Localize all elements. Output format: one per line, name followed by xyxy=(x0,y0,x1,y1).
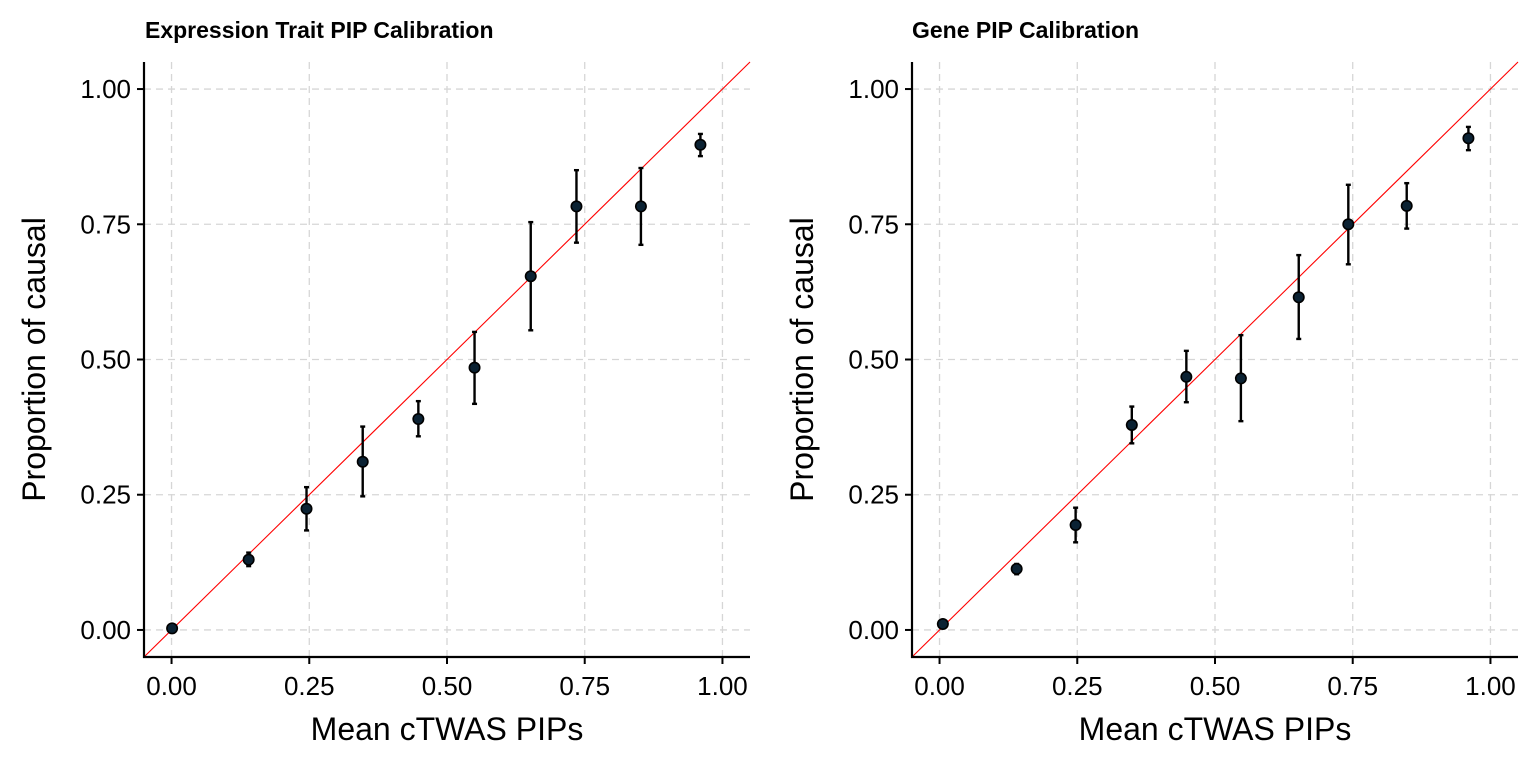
y-tick-label: 0.25 xyxy=(848,480,899,510)
data-point xyxy=(1462,132,1475,145)
y-tick-label: 0.25 xyxy=(80,480,131,510)
y-tick-label: 0.50 xyxy=(80,345,131,375)
data-point xyxy=(1234,372,1247,385)
y-axis-title: Proportion of causal xyxy=(16,217,52,502)
data-point xyxy=(570,200,583,213)
y-tick-label: 0.00 xyxy=(80,615,131,645)
y-tick-label: 0.75 xyxy=(848,209,899,239)
x-axis-title: Mean cTWAS PIPs xyxy=(1079,711,1352,747)
chart-title: Gene PIP Calibration xyxy=(912,17,1139,43)
x-tick-label: 0.75 xyxy=(1327,671,1378,701)
y-tick-label: 0.75 xyxy=(80,209,131,239)
x-tick-label: 0.25 xyxy=(1052,671,1103,701)
chart-title: Expression Trait PIP Calibration xyxy=(145,17,494,43)
x-tick-label: 1.00 xyxy=(697,671,748,701)
data-point xyxy=(412,412,425,425)
data-point xyxy=(1125,418,1138,431)
y-tick-label: 1.00 xyxy=(848,74,899,104)
data-point xyxy=(300,502,313,515)
x-tick-label: 0.00 xyxy=(914,671,965,701)
data-point xyxy=(634,200,647,213)
data-point xyxy=(1069,519,1082,532)
data-point xyxy=(524,270,537,283)
data-point xyxy=(1292,291,1305,304)
data-point xyxy=(694,138,707,151)
data-point xyxy=(1342,218,1355,231)
y-tick-label: 0.00 xyxy=(848,615,899,645)
chart-panel-1: 0.00 0.25 0.50 0.75 1.00 0.00 0.25 0.50 0.75 1.00… xyxy=(16,17,751,747)
data-point xyxy=(468,361,481,374)
data-point xyxy=(1400,199,1413,212)
x-tick-label: 0.25 xyxy=(284,671,335,701)
data-point xyxy=(356,455,369,468)
x-tick-label: 1.00 xyxy=(1465,671,1516,701)
data-point xyxy=(242,553,255,566)
y-tick-label: 1.00 xyxy=(80,74,131,104)
y-axis-title: Proportion of causal xyxy=(784,217,820,502)
data-point xyxy=(936,618,949,631)
y-tick-label: 0.50 xyxy=(848,345,899,375)
reference-line xyxy=(911,61,1519,658)
x-axis-title: Mean cTWAS PIPs xyxy=(311,711,584,747)
x-tick-label: 0.75 xyxy=(559,671,610,701)
chart-panel-2: 0.00 0.25 0.50 0.75 1.00 0.00 0.25 0.50 0.75 1.00… xyxy=(784,17,1519,747)
x-tick-label: 0.50 xyxy=(422,671,473,701)
x-tick-label: 0.50 xyxy=(1190,671,1241,701)
x-tick-label: 0.00 xyxy=(146,671,197,701)
data-point xyxy=(166,622,179,635)
data-point xyxy=(1180,370,1193,383)
data-point xyxy=(1010,562,1023,575)
